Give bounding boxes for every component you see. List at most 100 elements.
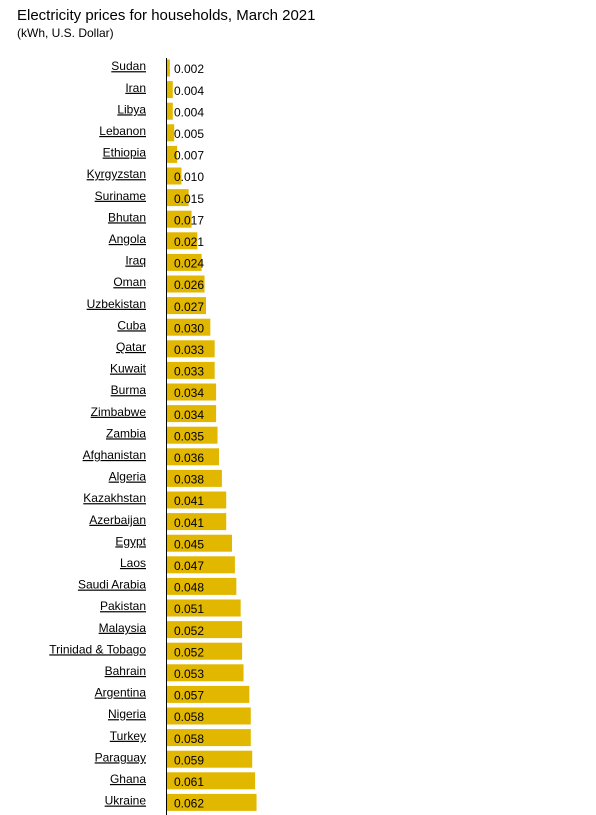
bar [167,469,222,487]
bar [167,685,250,703]
category-label[interactable]: Iraq [125,254,146,268]
bar [167,750,253,768]
value-label: 0.051 [174,602,204,616]
category-label[interactable]: Malaysia [99,621,147,635]
value-label: 0.004 [174,105,204,119]
category-label[interactable]: Egypt [115,534,146,548]
category-label[interactable]: Ghana [110,772,146,786]
value-label: 0.057 [174,689,204,703]
category-label[interactable]: Angola [109,232,147,246]
value-label: 0.038 [174,473,204,487]
value-label: 0.027 [174,300,204,314]
value-label: 0.033 [174,343,204,357]
bar [167,599,241,617]
bar [167,232,198,250]
category-label[interactable]: Saudi Arabia [78,578,146,592]
category-label[interactable]: Nigeria [108,707,146,721]
value-label: 0.052 [174,624,204,638]
bar [167,124,175,142]
bar [167,383,217,401]
bar [167,102,173,120]
value-label: 0.010 [174,170,204,184]
chart-title: Electricity prices for households, March… [17,7,315,24]
category-label[interactable]: Pakistan [100,599,146,613]
category-label[interactable]: Sudan [111,59,146,73]
bar [167,513,227,531]
value-label: 0.041 [174,494,204,508]
bar [167,664,244,682]
category-label[interactable]: Bhutan [108,210,146,224]
category-label[interactable]: Kuwait [110,362,147,376]
bar [167,81,173,99]
category-label[interactable]: Azerbaijan [89,513,146,527]
value-label: 0.034 [174,386,204,400]
category-label[interactable]: Ethiopia [103,146,147,160]
bar [167,361,215,379]
value-label: 0.033 [174,365,204,379]
bar [167,340,215,358]
value-label: 0.045 [174,537,204,551]
value-label: 0.015 [174,192,204,206]
category-label[interactable]: Afghanistan [83,448,146,462]
category-label[interactable]: Burma [111,383,147,397]
bar [167,642,243,660]
value-label: 0.021 [174,235,204,249]
category-label[interactable]: Ukraine [105,794,147,808]
bar [167,210,192,228]
category-label[interactable]: Argentina [95,686,147,700]
value-label: 0.053 [174,667,204,681]
value-label: 0.007 [174,149,204,163]
value-label: 0.058 [174,710,204,724]
value-label: 0.035 [174,429,204,443]
category-label[interactable]: Paraguay [95,750,146,764]
value-label: 0.048 [174,581,204,595]
category-label[interactable]: Kyrgyzstan [87,167,146,181]
bar [167,318,211,336]
category-label[interactable]: Turkey [110,729,146,743]
bar [167,793,257,811]
category-label[interactable]: Uzbekistan [87,297,146,311]
bar [167,491,227,509]
category-label[interactable]: Algeria [109,470,147,484]
bar [167,772,256,790]
value-label: 0.036 [174,451,204,465]
chart-subtitle: (kWh, U.S. Dollar) [17,26,114,40]
value-label: 0.024 [174,257,204,271]
category-label[interactable]: Trinidad & Tobago [49,642,146,656]
bar [167,729,251,747]
category-label[interactable]: Bahrain [105,664,146,678]
value-label: 0.058 [174,732,204,746]
bar [167,448,219,466]
bar [167,189,189,207]
category-label[interactable]: Qatar [116,340,146,354]
category-label[interactable]: Iran [125,81,146,95]
bar [167,145,178,163]
bar [167,534,232,552]
value-label: 0.062 [174,797,204,811]
bar [167,167,182,185]
value-label: 0.052 [174,645,204,659]
bar [167,556,235,574]
category-label[interactable]: Kazakhstan [83,491,146,505]
bar [167,405,217,423]
category-label[interactable]: Lebanon [99,124,146,138]
bar [167,59,170,77]
value-label: 0.041 [174,516,204,530]
value-label: 0.059 [174,753,204,767]
category-label[interactable]: Cuba [117,318,146,332]
category-label[interactable]: Zimbabwe [91,405,147,419]
category-label[interactable]: Libya [117,102,146,116]
value-label: 0.026 [174,278,204,292]
value-label: 0.034 [174,408,204,422]
bar [167,253,202,271]
category-label[interactable]: Suriname [95,189,147,203]
value-label: 0.002 [174,62,204,76]
bar [167,707,251,725]
category-label[interactable]: Laos [120,556,146,570]
bar [167,577,237,595]
bar [167,621,243,639]
value-label: 0.047 [174,559,204,573]
category-label[interactable]: Zambia [106,426,146,440]
category-label[interactable]: Oman [113,275,146,289]
